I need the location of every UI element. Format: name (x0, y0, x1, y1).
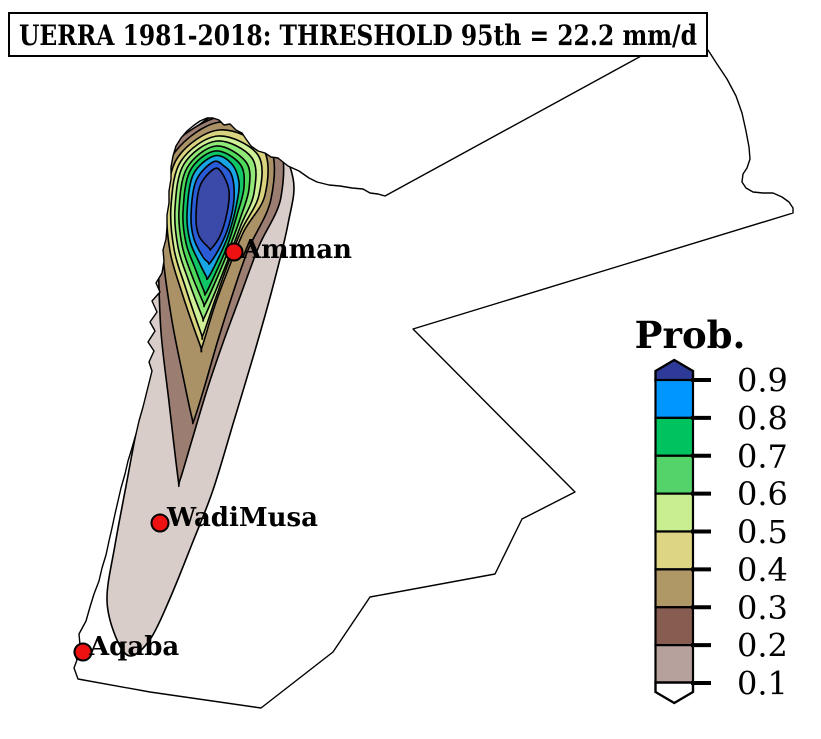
colorbar-title: Prob. (635, 313, 746, 357)
colorbar-tick-label-0.5: 0.5 (737, 513, 788, 551)
colorbar-segment-6 (654, 606, 695, 647)
colorbar: Prob. 0.90.80.70.60.50.40.30.20.1 (635, 313, 788, 705)
city-dot-wadimusa (150, 513, 170, 533)
colorbar-segment-4 (654, 530, 695, 571)
country-outline-jordan (73, 35, 794, 709)
colorbar-tick-label-0.3: 0.3 (737, 589, 788, 627)
colorbar-tick-label-0.9: 0.9 (737, 362, 788, 400)
colorbar-segment-5 (654, 568, 695, 609)
figure-title: UERRA 1981-2018: THRESHOLD 95th = 22.2 m… (19, 19, 697, 52)
colorbar-tick-label-0.2: 0.2 (737, 627, 788, 665)
colorbar-tick-label-0.6: 0.6 (737, 475, 788, 513)
city-label-amman: Amman (240, 235, 352, 265)
colorbar-segment-1 (654, 416, 695, 457)
colorbar-tick-label-0.4: 0.4 (737, 551, 788, 589)
city-label-aqaba: Aqaba (88, 632, 179, 662)
title-box-frame (8, 12, 708, 57)
colorbar-segment-2 (654, 454, 695, 495)
colorbar-segment-7 (654, 644, 695, 685)
city-markers: Amman WadiMusa Aqaba (73, 235, 352, 662)
colorbar-segment-0 (654, 378, 695, 419)
colorbar-tick-label-0.8: 0.8 (737, 399, 788, 437)
title-box: UERRA 1981-2018: THRESHOLD 95th = 22.2 m… (8, 12, 708, 57)
city-dot-amman (224, 242, 244, 262)
contour-band-0.9 (195, 167, 231, 251)
colorbar-tick-label-0.1: 0.1 (737, 665, 788, 703)
colorbar-under-arrow (654, 681, 695, 705)
colorbar-tick-label-0.7: 0.7 (737, 437, 788, 475)
city-label-wadimusa: WadiMusa (166, 503, 318, 533)
city-dot-aqaba (73, 642, 93, 662)
colorbar-over-arrow (654, 358, 695, 382)
colorbar-segment-3 (654, 492, 695, 533)
